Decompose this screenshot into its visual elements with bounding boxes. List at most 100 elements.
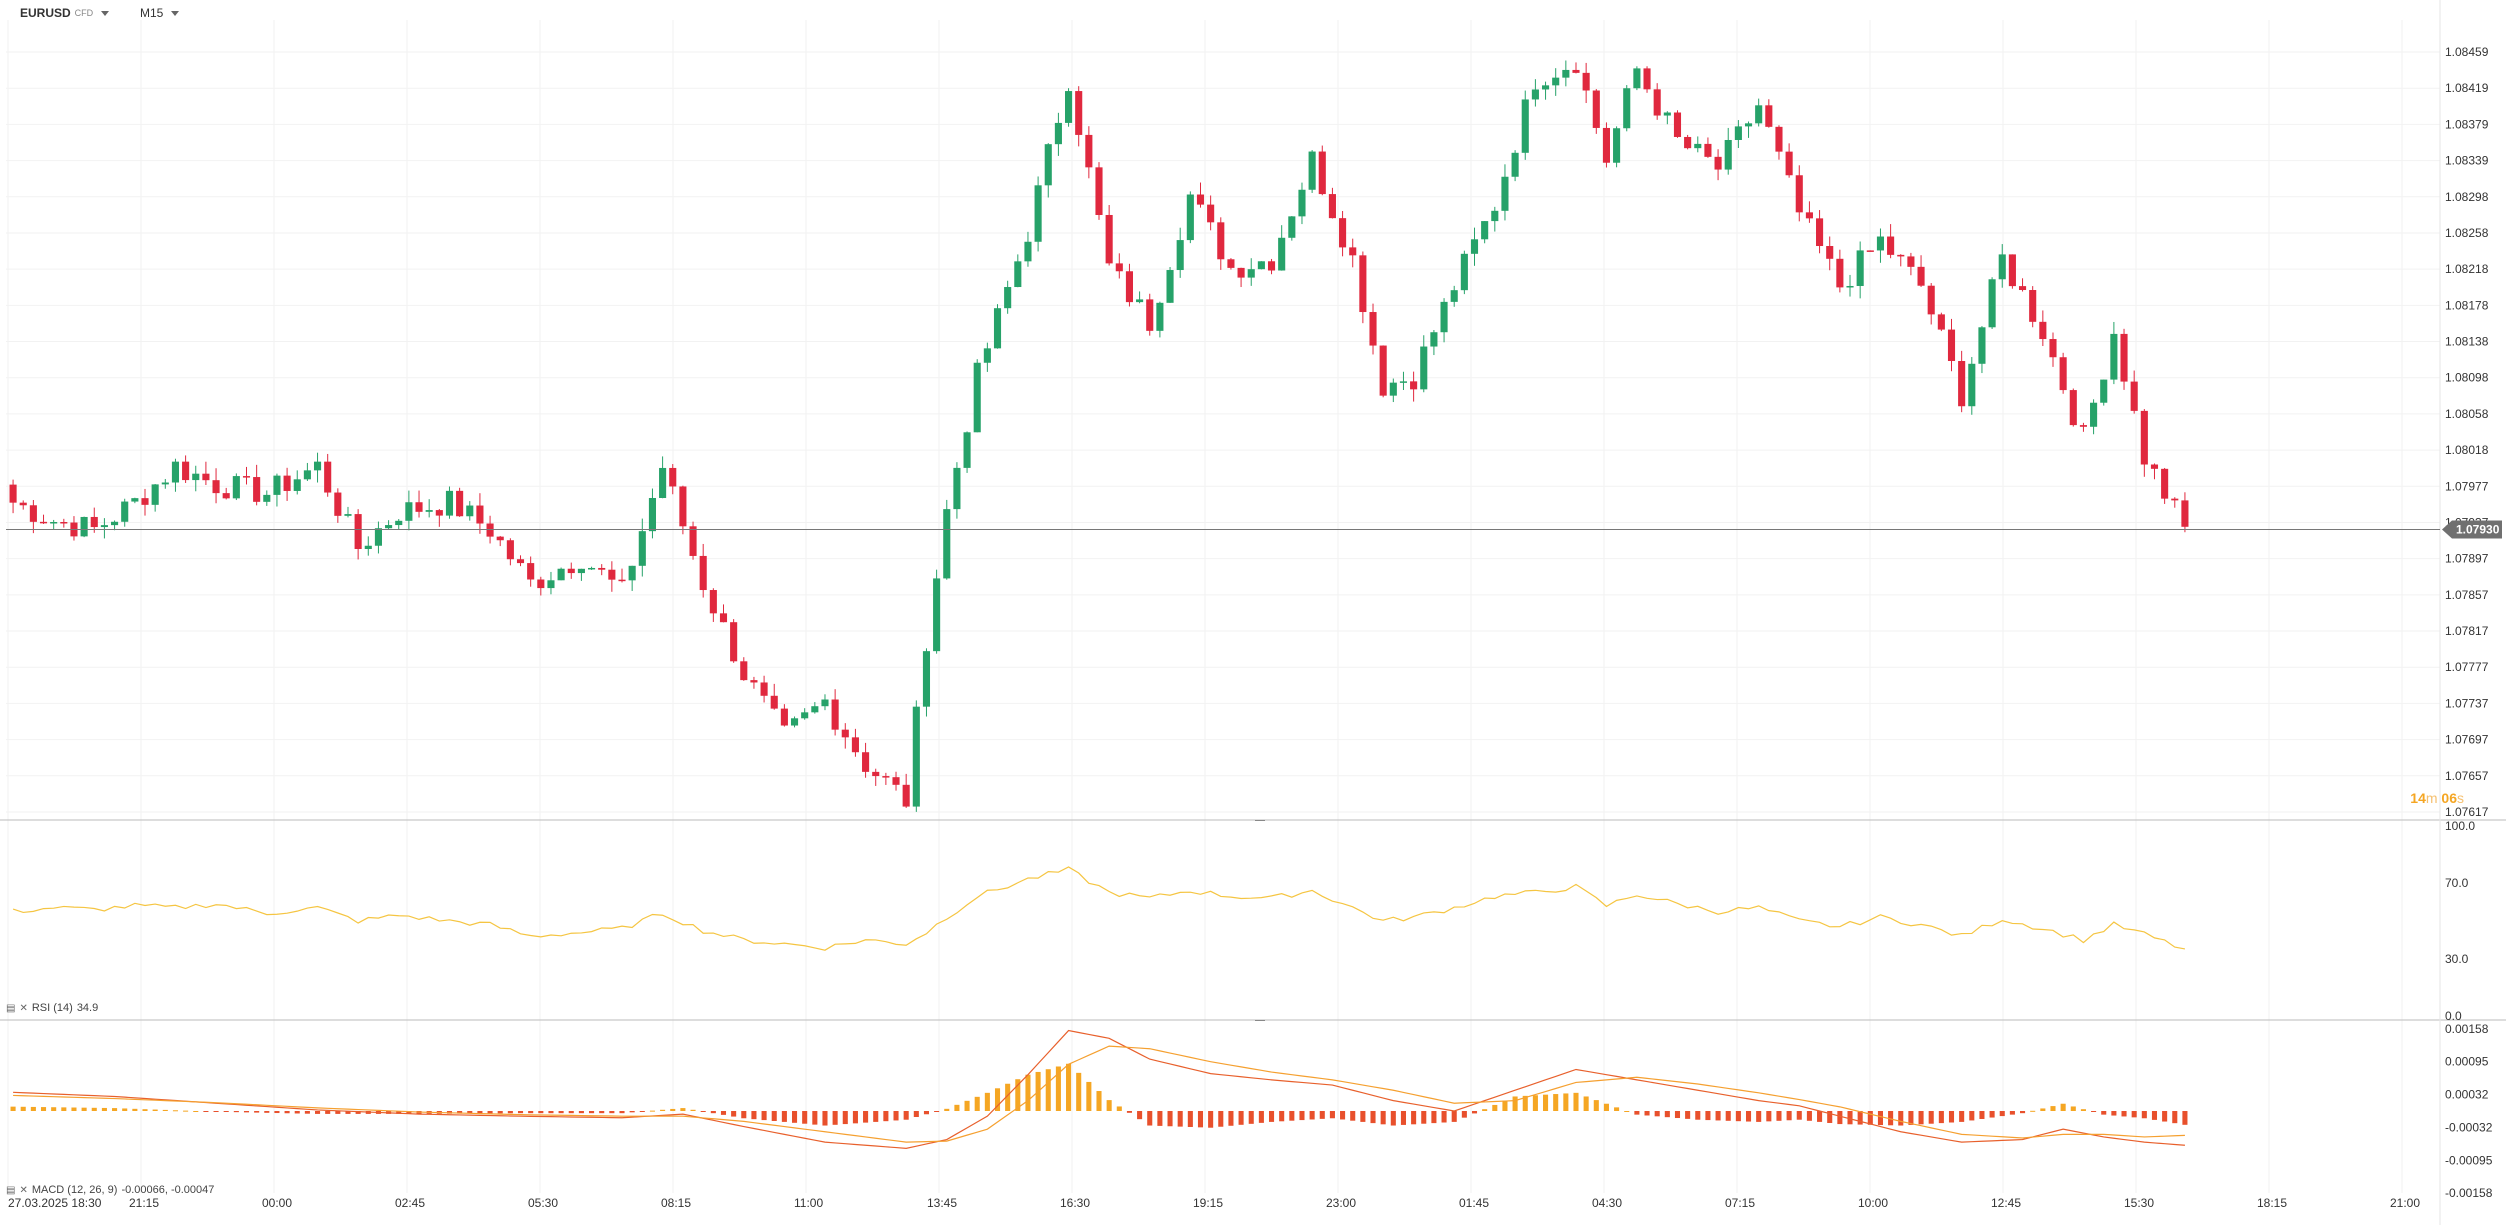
candle-body [608,569,616,580]
candle-body [922,651,931,707]
price-axis-tick: 1.07657 [2445,769,2489,783]
candle-body [1947,329,1956,362]
candle-body [750,680,758,683]
candle-body [598,567,606,570]
macd-histogram-bar [1329,1111,1335,1119]
timeframe-selector[interactable]: M15 [140,6,180,20]
candle-body [1044,144,1052,186]
price-axis-tick: 1.08339 [2445,154,2489,168]
candle-body [1866,250,1874,252]
candle-body [516,559,525,564]
macd-histogram-bar [1624,1111,1630,1112]
candle-body [1014,261,1022,288]
candle-body [1623,88,1631,129]
candle-body [242,476,251,478]
candle-body [171,461,180,483]
close-icon[interactable]: ✕ [19,1002,28,1014]
candle-body [2079,425,2087,427]
macd-histogram-bar [1431,1111,1437,1124]
macd-histogram-bar [1096,1091,1102,1111]
price-axis-tick: 1.07617 [2445,805,2489,819]
candle-body [882,776,890,778]
macd-histogram-bar [1999,1111,2005,1117]
macd-histogram-bar [1126,1111,1132,1113]
macd-histogram-bar [1116,1106,1122,1111]
candle-body [2140,410,2148,465]
candle-body [557,568,565,581]
macd-histogram-bar [183,1110,189,1112]
macd-histogram-bar [589,1111,595,1114]
macd-histogram-bar [639,1111,645,1112]
macd-histogram-bar [1492,1104,1498,1111]
candle-body [648,498,657,532]
macd-histogram-bar [477,1111,483,1114]
macd-values: -0.00066, -0.00047 [121,1184,215,1196]
price-axis-tick: 1.07777 [2445,660,2489,674]
candle-body [1907,256,1915,267]
candle-body [1633,68,1641,89]
macd-histogram-bar [81,1107,87,1111]
macd-histogram-bar [2020,1111,2026,1114]
candle-body [1917,266,1925,286]
close-icon[interactable]: ✕ [19,1184,28,1196]
candle-body [1714,156,1722,170]
candle-body [740,661,748,681]
rsi-label: RSI (14) [31,1002,73,1014]
candle-body [1481,221,1489,240]
macd-histogram-bar [30,1106,36,1111]
candle-body [2181,500,2189,527]
macd-histogram-bar [1390,1111,1396,1126]
macd-histogram-bar [1411,1111,1417,1125]
macd-histogram-bar [1735,1111,1741,1122]
macd-histogram-bar [1279,1111,1285,1122]
settings-icon[interactable]: ▤ [6,1002,16,1014]
macd-line [13,1029,2185,1149]
macd-histogram-bar [1786,1111,1792,1121]
time-axis-tick: 27.03.2025 18:30 [8,1196,102,1210]
candle-body [780,708,788,726]
macd-histogram-bar [700,1111,706,1112]
macd-histogram-bar [1543,1094,1549,1111]
macd-histogram-bar [1553,1094,1559,1111]
macd-histogram-bar [1086,1081,1092,1111]
macd-histogram-bar [609,1111,615,1114]
macd-histogram-bar [1147,1111,1153,1126]
macd-histogram-bar [690,1109,696,1111]
macd-histogram-bar [1796,1111,1802,1120]
macd-axis-tick: -0.00032 [2445,1121,2493,1135]
candle-body [263,494,271,502]
candle-body [1501,176,1509,211]
candle-body [344,514,352,516]
symbol-selector[interactable]: EURUSD CFD [20,6,110,20]
candle-body [851,737,859,753]
price-axis-tick: 1.08018 [2445,443,2489,457]
candle-body [2171,498,2179,501]
candle-body [689,526,697,556]
macd-histogram-bar [101,1107,107,1111]
macd-histogram-bar [1502,1100,1508,1111]
macd-histogram-bar [304,1111,310,1114]
candle-body [232,476,240,499]
candle-body [1034,185,1042,242]
macd-axis-tick: 0.00032 [2445,1087,2489,1101]
candle-body [1024,241,1032,262]
price-axis-tick: 1.07857 [2445,588,2489,602]
macd-histogram-bar [71,1107,77,1111]
settings-icon[interactable]: ▤ [6,1184,16,1196]
macd-histogram-bar [61,1107,67,1111]
macd-histogram-bar [112,1108,118,1111]
candle-body [638,531,646,566]
symbol-name: EURUSD [20,6,71,20]
candle-body [953,467,961,510]
price-axis-tick: 1.08178 [2445,298,2489,312]
candle-body [19,502,27,506]
candle-body [1450,290,1458,302]
candle-body [699,555,707,591]
macd-histogram-bar [1441,1111,1447,1123]
price-axis-tick: 1.07737 [2445,696,2489,710]
candle-body [1349,247,1357,256]
macd-histogram-bar [964,1100,970,1111]
candle-body [1186,194,1194,241]
candle-body [496,536,504,541]
